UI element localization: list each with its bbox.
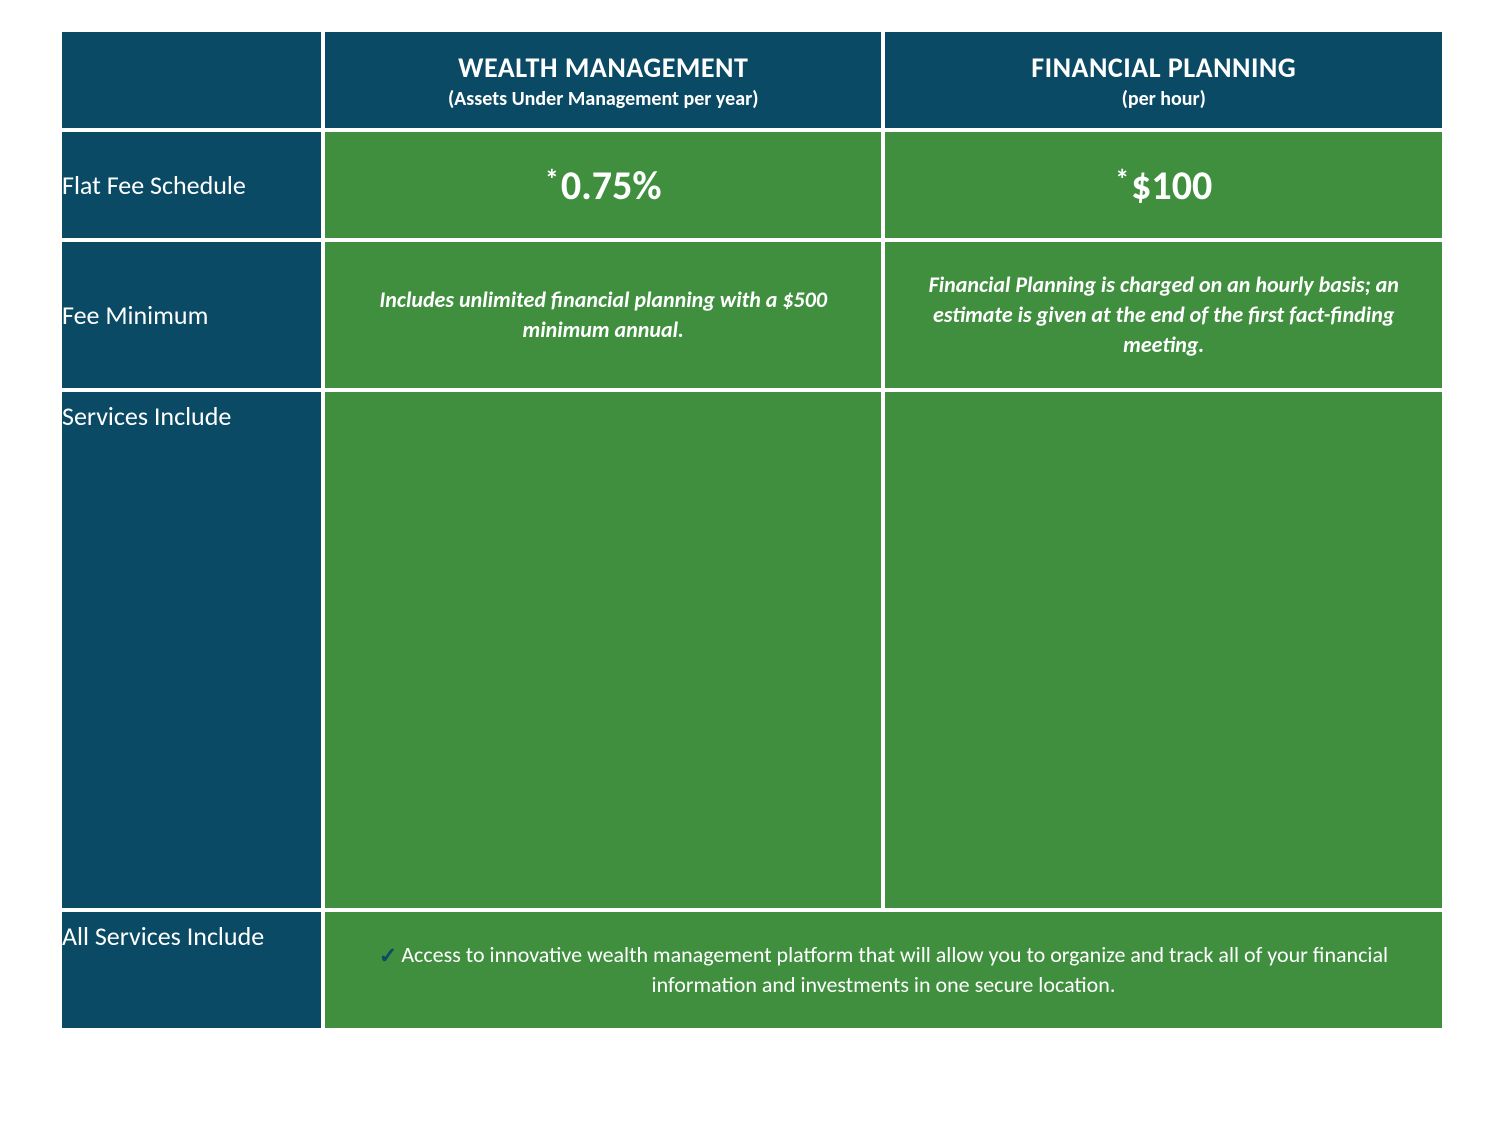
row-services-include: Services Include: [60, 390, 1444, 910]
header-subtitle: (Assets Under Management per year): [325, 87, 882, 111]
row-flat-fee: Flat Fee Schedule *0.75% *$100: [60, 130, 1444, 240]
asterisk-icon: *: [545, 162, 559, 197]
planning-fee-value: $100: [1131, 161, 1212, 210]
header-title: WEALTH MANAGEMENT: [325, 50, 882, 85]
planning-minimum-desc: Financial Planning is charged on an hour…: [885, 260, 1442, 369]
cell-all-services: ✓Access to innovative wealth management …: [323, 910, 1444, 1030]
wealth-fee-value: 0.75%: [561, 161, 662, 210]
header-financial-planning: FINANCIAL PLANNING (per hour): [883, 30, 1444, 130]
wealth-minimum-desc: Includes unlimited financial planning wi…: [325, 275, 882, 354]
cell-wealth-services: [323, 390, 884, 910]
header-blank-cell: [60, 30, 323, 130]
row-all-services: All Services Include ✓Access to innovati…: [60, 910, 1444, 1030]
header-wealth-management: WEALTH MANAGEMENT (Assets Under Manageme…: [323, 30, 884, 130]
fee-schedule-table: WEALTH MANAGEMENT (Assets Under Manageme…: [60, 30, 1444, 1030]
cell-planning-fee: *$100: [883, 130, 1444, 240]
row-label-flat-fee: Flat Fee Schedule: [60, 130, 323, 240]
table-header-row: WEALTH MANAGEMENT (Assets Under Manageme…: [60, 30, 1444, 130]
cell-planning-minimum: Financial Planning is charged on an hour…: [883, 240, 1444, 390]
cell-wealth-minimum: Includes unlimited financial planning wi…: [323, 240, 884, 390]
row-label-all-services: All Services Include: [60, 910, 323, 1030]
header-subtitle: (per hour): [885, 87, 1442, 111]
asterisk-icon: *: [1115, 162, 1129, 197]
all-services-text: Access to innovative wealth management p…: [401, 941, 1388, 998]
checkmark-icon: ✓: [379, 941, 397, 971]
row-fee-minimum: Fee Minimum Includes unlimited financial…: [60, 240, 1444, 390]
row-label-services-include: Services Include: [60, 390, 323, 910]
cell-wealth-fee: *0.75%: [323, 130, 884, 240]
header-title: FINANCIAL PLANNING: [885, 50, 1442, 85]
cell-planning-services: [883, 390, 1444, 910]
row-label-fee-minimum: Fee Minimum: [60, 240, 323, 390]
